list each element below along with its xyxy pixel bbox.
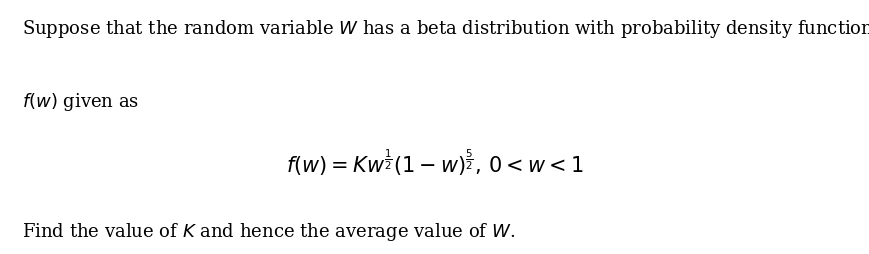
Text: Find the value of $K$ and hence the average value of $W$.: Find the value of $K$ and hence the aver… [22,221,515,243]
Text: $f(w)$ given as: $f(w)$ given as [22,91,139,114]
Text: $f(w) = Kw^{\frac{1}{2}}(1-w)^{\frac{5}{2}},\, 0 < w < 1$: $f(w) = Kw^{\frac{1}{2}}(1-w)^{\frac{5}{… [286,147,583,178]
Text: Suppose that the random variable $W$ has a beta distribution with probability de: Suppose that the random variable $W$ has… [22,18,869,40]
